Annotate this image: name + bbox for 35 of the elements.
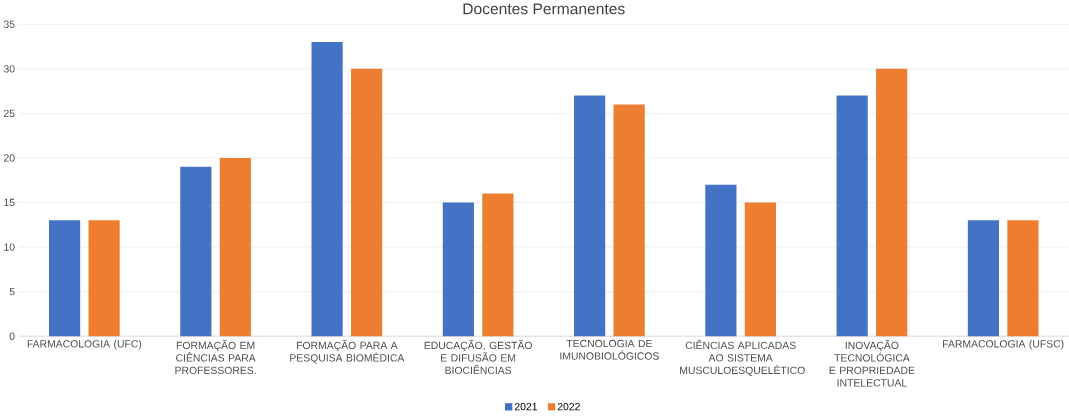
bar xyxy=(836,95,868,337)
y-tick-label: 10 xyxy=(4,243,15,251)
bar xyxy=(482,193,514,337)
y-tick-label: 35 xyxy=(3,20,15,28)
bar xyxy=(876,68,908,337)
x-tick-label: FARMACOLOGIA (UFSC) xyxy=(943,339,1064,350)
bar xyxy=(88,220,120,337)
bar xyxy=(705,184,737,337)
bar xyxy=(442,202,474,337)
bar xyxy=(1007,220,1039,337)
x-tick-label: FORMAÇÃO PARA A PESQUISA BIOMÉDICA xyxy=(290,339,405,364)
y-tick-label: 5 xyxy=(9,288,15,296)
bar xyxy=(351,68,383,337)
bar xyxy=(180,166,212,337)
bar xyxy=(744,202,776,337)
y-tick-label: 15 xyxy=(4,198,15,207)
legend-label: 2022 xyxy=(557,402,580,411)
bar xyxy=(219,157,251,337)
x-tick-label: TECNOLOGIA DE IMUNOBIOLÓGICOS xyxy=(560,339,659,360)
y-tick-label: 0 xyxy=(9,332,15,340)
x-tick-label: FARMACOLOGIA (UFC) xyxy=(27,339,142,350)
bar xyxy=(613,104,645,337)
chart-title: Docentes Permanentes xyxy=(463,3,625,15)
x-tick-label: CIÊNCIAS APLICADAS AO SISTEMA MUSCULOESQUELÉTICO xyxy=(680,339,805,376)
legend-label: 2021 xyxy=(514,402,538,411)
bar xyxy=(311,42,343,337)
x-tick-label: FORMAÇÃO EM CIÊNCIAS PARA PROFESSORES. xyxy=(175,339,256,375)
bar xyxy=(574,95,606,337)
y-tick-label: 20 xyxy=(3,154,15,162)
x-tick-label: EDUCAÇÃO, GESTÃO E DIFUSÃO EM BIOCIÊNCIAS xyxy=(424,339,532,375)
x-tick-label: INOVAÇÃO TECNOLÓGICA E PROPRIEDADE INTELECTUAL xyxy=(829,339,915,387)
bar xyxy=(967,220,1000,337)
y-tick-label: 25 xyxy=(3,109,15,118)
bar xyxy=(48,220,81,337)
y-tick-label: 30 xyxy=(3,65,15,73)
